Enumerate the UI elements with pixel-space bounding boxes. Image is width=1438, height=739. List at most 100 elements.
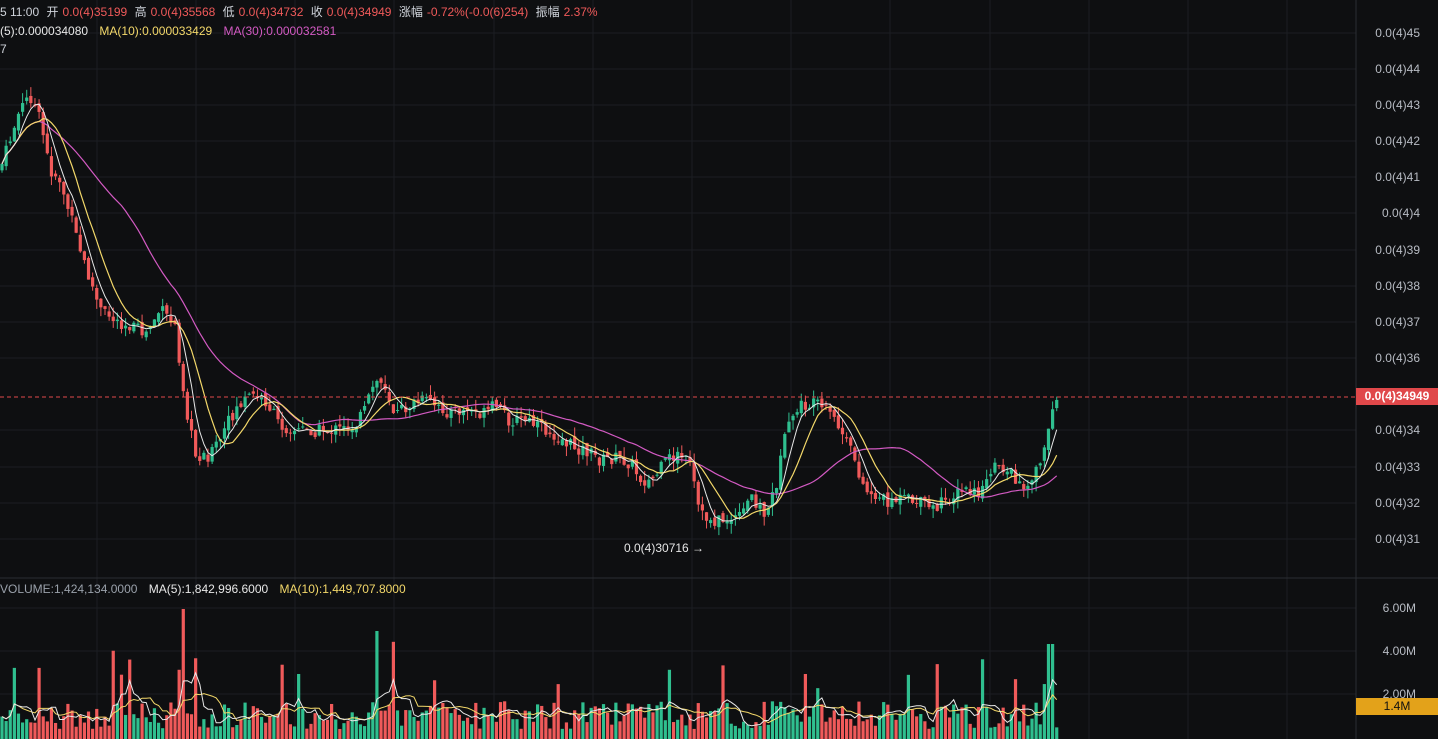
candle-body <box>498 404 503 406</box>
candle-body <box>622 456 626 465</box>
candle-body <box>902 495 906 497</box>
candle-body <box>49 156 54 177</box>
volume-bar <box>1001 707 1005 739</box>
candle-body <box>330 432 334 434</box>
volume-bar <box>334 719 338 739</box>
candle-body <box>985 479 989 489</box>
volume-bar <box>774 706 779 739</box>
candle-body <box>890 498 894 508</box>
candle-body <box>869 491 873 495</box>
volume-bar <box>647 703 651 739</box>
volume-bar <box>189 714 194 739</box>
candle-body <box>1022 484 1026 490</box>
candle-body <box>115 319 119 322</box>
volume-bar <box>375 631 379 739</box>
volume-bar <box>976 707 981 739</box>
candle-body <box>177 322 181 363</box>
volume-bar <box>684 725 688 739</box>
volume-bar <box>663 720 667 739</box>
candle-body <box>980 485 985 499</box>
volume-bar <box>696 703 700 739</box>
candle-body <box>86 257 91 280</box>
volume-bar <box>408 710 412 739</box>
candle-body <box>272 408 276 411</box>
volume-bar <box>676 719 680 739</box>
candle-body <box>41 111 45 136</box>
amplitude-label: 振幅 <box>535 5 560 19</box>
volume-bar <box>919 714 923 739</box>
volume-bar <box>742 721 746 739</box>
volume-bar <box>99 726 103 739</box>
candle-body <box>198 456 202 461</box>
candle-body <box>956 488 960 500</box>
candle-body <box>231 412 235 421</box>
candle-body <box>136 323 140 326</box>
volume-bar <box>1018 721 1022 739</box>
candle-body <box>0 163 4 171</box>
volume-bar <box>807 716 812 739</box>
volume-bar <box>169 702 173 739</box>
candle-body <box>227 415 231 431</box>
candle-body <box>877 497 882 499</box>
candle-body <box>692 462 696 482</box>
volume-bar <box>239 719 243 739</box>
volume-bar <box>980 659 985 739</box>
candle-body <box>779 455 783 490</box>
volume-bar <box>424 710 428 739</box>
candle-body <box>816 399 820 402</box>
volume-ma10-line <box>1 693 1058 724</box>
candle-body <box>107 311 111 317</box>
volume-bar <box>857 701 861 739</box>
volume-bar <box>264 722 268 739</box>
volume-bar <box>494 721 498 739</box>
volume-bar <box>651 712 655 739</box>
close-value: 0.0(4)34949 <box>326 5 392 19</box>
open-value: 0.0(4)35199 <box>62 5 128 19</box>
candle-body <box>552 434 556 440</box>
volume-bar <box>297 673 301 739</box>
candle-body <box>836 415 840 429</box>
volume-bar <box>861 721 865 739</box>
candle-body <box>717 515 721 528</box>
volume-bar <box>194 658 198 739</box>
volume-bar <box>395 710 400 739</box>
price-axis-tick: 0.0(4)38 <box>1375 279 1420 293</box>
candle-body <box>124 325 128 329</box>
candle-body <box>544 422 548 435</box>
volume-bar <box>490 713 494 739</box>
volume-bar <box>136 718 140 739</box>
ma5-value: (5):0.000034080 <box>0 24 89 38</box>
volume-bar <box>746 724 750 739</box>
candle-body <box>647 479 651 488</box>
candle-body <box>737 511 742 516</box>
volume-bar <box>923 721 927 739</box>
volume-bar <box>540 705 544 739</box>
candle-body <box>29 95 33 104</box>
candle-body <box>931 505 935 509</box>
volume-bar <box>222 704 227 739</box>
volume-bar <box>515 719 519 739</box>
volume-bar <box>103 716 107 739</box>
candle-body <box>78 234 82 252</box>
volume-bar <box>330 703 334 739</box>
volume-bar <box>820 704 824 739</box>
ma30-line <box>1 120 1058 498</box>
volume-bar <box>255 708 260 739</box>
candle-body <box>927 499 931 508</box>
candle-body <box>824 404 828 406</box>
candle-body <box>560 439 564 446</box>
candle-body <box>601 454 606 466</box>
volume-bar <box>124 714 128 739</box>
candle-body <box>280 418 284 430</box>
volume-bar <box>927 728 931 739</box>
candle-body <box>288 432 292 434</box>
candle-body <box>222 428 227 439</box>
volume-bar <box>371 702 375 739</box>
volume-bar <box>935 664 939 739</box>
candle-body <box>284 428 288 434</box>
candle-body <box>597 457 601 466</box>
volume-bar <box>41 716 45 739</box>
candle-body <box>746 500 750 511</box>
volume-bar <box>70 710 74 739</box>
